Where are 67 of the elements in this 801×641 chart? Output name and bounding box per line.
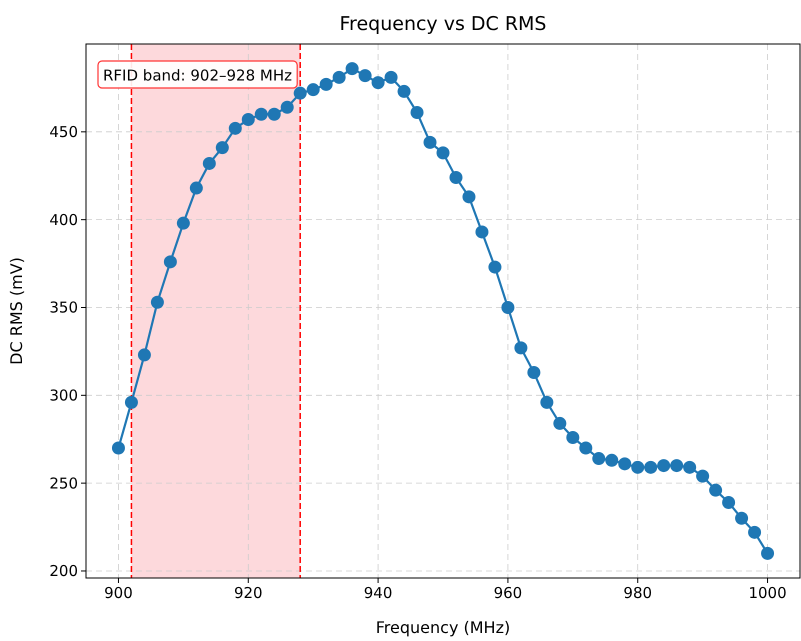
point	[164, 255, 177, 268]
point	[748, 526, 762, 539]
point	[579, 442, 592, 455]
point	[280, 100, 294, 114]
point	[592, 452, 606, 466]
point	[644, 460, 658, 474]
y-tick-label: 300	[49, 386, 78, 405]
point	[735, 512, 748, 525]
point	[112, 442, 125, 455]
y-tick-label: 250	[49, 474, 78, 492]
point	[462, 190, 476, 204]
x-axis-title: Frequency (MHz)	[376, 618, 510, 637]
point	[176, 216, 190, 230]
point	[527, 366, 540, 379]
point	[670, 459, 684, 472]
point	[553, 416, 566, 430]
point	[696, 470, 710, 483]
point	[436, 146, 450, 160]
point	[488, 260, 502, 274]
x-tick-label: 940	[364, 584, 392, 602]
point	[449, 171, 462, 184]
point	[657, 459, 670, 472]
y-axis-title: DC RMS (mV)	[7, 257, 26, 365]
point	[358, 69, 372, 82]
y-tick-label: 450	[49, 123, 78, 142]
point	[683, 460, 696, 474]
point	[709, 484, 722, 497]
point	[202, 156, 216, 170]
point	[398, 84, 411, 98]
point	[254, 108, 268, 121]
point	[372, 76, 385, 90]
x-tick-label: 900	[104, 584, 133, 602]
point	[268, 108, 281, 121]
point	[475, 225, 488, 238]
x-tick-label: 980	[623, 584, 652, 602]
point	[618, 457, 632, 470]
point	[605, 454, 618, 467]
x-tick-label: 920	[234, 584, 263, 602]
point	[346, 62, 359, 76]
point	[294, 86, 307, 100]
point	[514, 341, 528, 354]
y-tick-label: 200	[49, 562, 78, 580]
point	[761, 546, 774, 560]
point	[242, 113, 255, 126]
point	[410, 106, 424, 120]
point	[306, 83, 320, 96]
point	[332, 70, 346, 84]
point	[216, 141, 229, 154]
x-tick-label: 960	[494, 584, 522, 602]
point	[566, 430, 580, 444]
point	[150, 296, 164, 309]
point	[138, 348, 151, 362]
point	[190, 182, 203, 195]
y-tick-label: 350	[49, 298, 78, 317]
point	[424, 136, 437, 149]
chart-title: Frequency vs DC RMS	[340, 13, 546, 35]
annotation: RFID band: 902–928 MHz	[103, 66, 292, 84]
point	[631, 460, 644, 474]
y-tick-label: 400	[49, 210, 78, 229]
point	[228, 122, 242, 135]
point	[124, 396, 138, 409]
point	[384, 70, 398, 84]
point	[722, 496, 736, 509]
point	[540, 396, 554, 409]
x-tick-label: 1000	[748, 584, 787, 602]
point	[320, 78, 333, 91]
point	[501, 300, 514, 314]
